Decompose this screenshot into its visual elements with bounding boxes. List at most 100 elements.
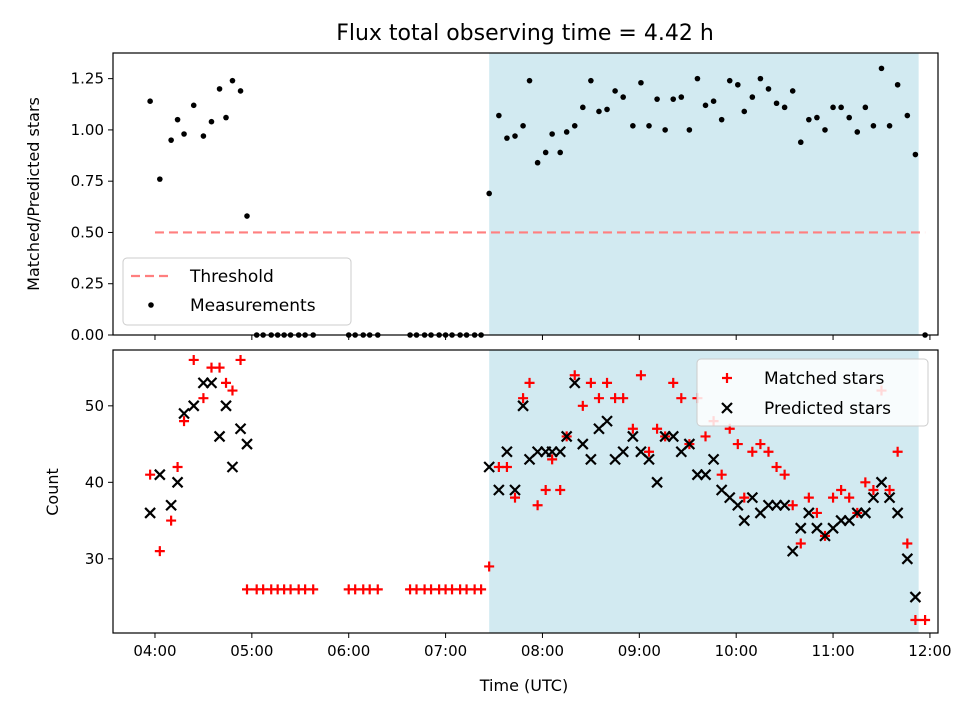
measurement-point [512,133,518,139]
matched-star-point [795,538,806,549]
legend-box [122,257,352,326]
measurement-point [814,114,820,121]
legend-measurements-label: Measurements [190,296,316,316]
top-y-axis-label: Matched/Predicted stars [24,97,43,291]
y-tick-label: 50 [85,397,104,415]
predicted-star-point [699,468,712,481]
matched-star-point [747,446,758,457]
measurement-point [822,127,828,133]
predicted-star-point [241,438,253,450]
matched-star-point [787,500,798,511]
predicted-star-point [786,545,799,557]
predicted-star-point [205,377,218,389]
legend-predicted-swatch [721,402,733,414]
y-tick-label: 1.25 [71,70,104,88]
predicted-star-point [501,445,513,458]
predicted-star-point [707,453,720,466]
y-tick-label: 0.50 [71,223,104,241]
measurement-point [174,116,181,123]
y-tick-label: 40 [85,473,104,491]
legend-top: Threshold Measurements [122,257,352,326]
predicted-star-point [651,476,663,489]
predicted-star-point [517,400,529,412]
measurement-point [604,106,610,113]
matched-star-point [868,484,879,495]
matched-star-point [308,584,319,595]
predicted-star-point [585,453,597,466]
measurement-point [870,123,877,129]
x-tick-label: 07:00 [424,642,467,660]
predicted-star-point [601,415,613,427]
matched-star-point [860,477,871,488]
measurement-point [223,114,229,121]
measurement-point [557,149,564,156]
matched-star-point [518,393,529,404]
measurement-point [612,88,618,94]
measurement-point [190,102,197,109]
y-tick-label: 0.00 [71,326,104,344]
measurement-point [486,190,492,197]
measurement-point [237,88,244,94]
matched-star-point [227,385,238,396]
measurement-point [504,135,510,141]
matched-star-point [510,492,521,503]
measurement-point [244,213,250,219]
legend-bottom: Matched stars Predicted stars [696,358,929,427]
matched-star-point [602,377,613,388]
legend-threshold-label: Threshold [189,267,274,287]
measurement-point [904,112,911,119]
legend-box [696,358,929,427]
measurement-point [912,151,919,158]
matched-star-point [844,492,855,503]
predicted-star-point [568,377,581,389]
matched-star-point [242,584,253,595]
matched-star-point [179,416,190,427]
predicted-star-point [643,453,655,466]
predicted-star-point [683,438,696,450]
matched-star-point [221,377,232,388]
predicted-star-point [883,491,896,504]
measurement-point [741,108,748,115]
predicted-star-point [509,484,521,496]
matched-star-point [910,614,921,625]
measurement-point [718,116,725,123]
matched-star-point [635,370,646,381]
predicted-star-point [187,400,200,412]
measurement-point [181,131,187,137]
x-tick-label: 11:00 [811,642,854,660]
matched-star-point [732,439,743,450]
measurement-point [838,104,844,111]
measurement-point [563,129,570,135]
matched-star-point [892,446,903,457]
predicted-star-point [178,407,190,420]
matched-star-point [540,484,551,495]
matched-star-point [214,362,225,373]
measurement-point [854,129,861,135]
predicted-star-point [746,491,759,504]
matched-star-point [235,354,246,365]
predicted-star-point [493,484,505,496]
measurement-point [702,102,709,109]
measurement-point [789,88,796,94]
predicted-star-point [909,591,922,603]
matched-star-point [739,492,750,503]
matched-star-point [618,393,629,404]
matched-star-point [585,377,596,388]
measurement-point [654,96,660,102]
matched-star-point [763,446,774,457]
measurement-point [894,81,901,88]
measurement-point [520,123,526,129]
observing-span [489,53,919,335]
measurement-point [216,86,223,92]
predicted-star-point [617,445,629,458]
measurement-point [662,127,668,133]
measurement-point [496,112,502,119]
x-tick-label: 05:00 [230,642,273,660]
measurement-point [596,108,602,115]
predicted-star-point [859,507,872,519]
measurement-point [886,123,893,129]
measurement-point [765,86,772,92]
matched-star-point [652,423,663,434]
measurement-point [686,127,693,133]
predicted-star-point [778,499,791,512]
